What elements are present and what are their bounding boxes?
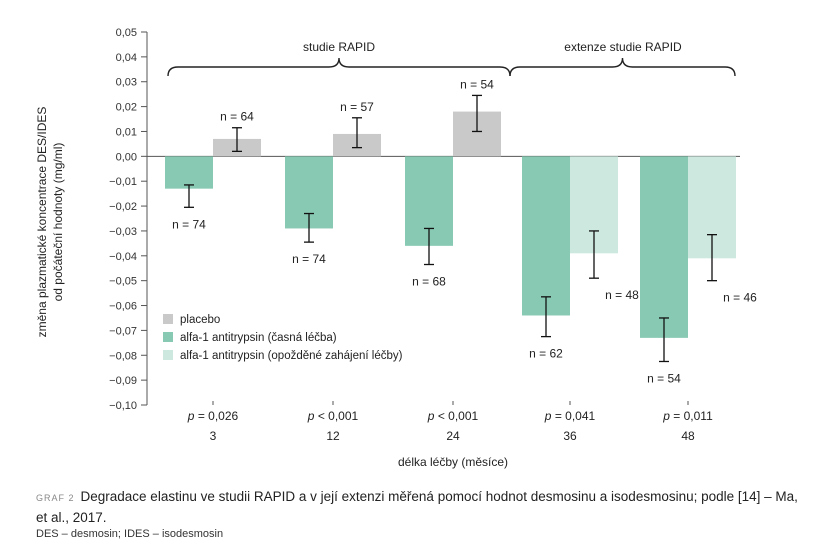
chart: 0,05 0,04 0,03 0,02 0,01 0,00 −0,01 −0,02 −0,03 −… (35, 27, 757, 469)
n-label: n = 48 (605, 288, 639, 302)
bracket-label-extension: extenze studie RAPID (564, 40, 682, 54)
legend-swatch (163, 314, 173, 324)
y-tick-label: −0,09 (109, 375, 137, 387)
y-tick-label: 0,00 (116, 151, 137, 163)
legend-label: alfa-1 antitrypsin (časná léčba) (180, 332, 337, 344)
n-label: n = 62 (529, 347, 563, 361)
n-label: n = 68 (412, 275, 446, 289)
n-label: n = 54 (460, 77, 494, 91)
y-tick-label: −0,02 (109, 201, 137, 213)
n-label: n = 46 (723, 291, 757, 305)
abbreviation-note: DES – desmosin; IDES – isodesmosin (36, 528, 224, 540)
p-value-label: p < 0,001 (307, 409, 359, 423)
y-axis-label-line2: od počáteční hodnoty (mg/ml) (51, 143, 65, 302)
x-tick-label: 24 (446, 429, 460, 443)
bracket-rapid (167, 57, 511, 77)
p-value-label: p < 0,001 (427, 409, 479, 423)
caption-text: Degradace elastinu ve studii RAPID a v j… (36, 489, 798, 525)
bar (640, 156, 688, 338)
p-value-label: p = 0,011 (662, 409, 713, 423)
y-tick-label: −0,10 (109, 400, 137, 412)
y-tick-label: −0,04 (109, 251, 137, 263)
y-tick-label: 0,03 (116, 77, 137, 89)
n-label: n = 74 (292, 252, 326, 266)
p-value-label: p = 0,026 (187, 409, 239, 423)
figure-caption: GRAF 2 Degradace elastinu ve studii RAPID… (36, 487, 806, 527)
y-tick-label: −0,07 (109, 325, 137, 337)
legend-label: alfa-1 antitrypsin (opožděné zahájení lé… (180, 350, 403, 362)
bracket-label-rapid: studie RAPID (303, 40, 375, 54)
x-tick-label: 48 (681, 429, 695, 443)
x-tick-label: 12 (326, 429, 340, 443)
y-tick-label: 0,01 (116, 126, 137, 138)
x-axis-label: délka léčby (měsíce) (398, 455, 508, 469)
bar (522, 156, 570, 316)
y-tick-label: −0,08 (109, 350, 137, 362)
legend-label: placebo (180, 314, 220, 326)
bracket-extension (509, 57, 736, 77)
y-tick-label: 0,02 (116, 102, 137, 114)
x-tick-label: 3 (210, 429, 217, 443)
p-value-label: p = 0,041 (544, 409, 596, 423)
y-tick-label: −0,01 (109, 176, 137, 188)
y-axis-label: změna plazmatické koncentrace DES/IDES (35, 107, 49, 338)
y-tick-label: 0,04 (116, 52, 137, 64)
x-tick-label: 36 (563, 429, 577, 443)
legend-swatch (163, 332, 173, 342)
bar (165, 156, 213, 189)
n-label: n = 64 (220, 110, 254, 124)
legend-swatch (163, 350, 173, 360)
caption-tag: GRAF 2 (36, 493, 75, 503)
n-label: n = 57 (340, 100, 374, 114)
y-tick-label: −0,05 (109, 276, 137, 288)
n-label: n = 54 (647, 371, 681, 385)
n-label: n = 74 (172, 217, 206, 231)
y-tick-label: 0,05 (116, 27, 137, 39)
y-tick-label: −0,03 (109, 226, 137, 238)
y-tick-label: −0,06 (109, 301, 137, 313)
